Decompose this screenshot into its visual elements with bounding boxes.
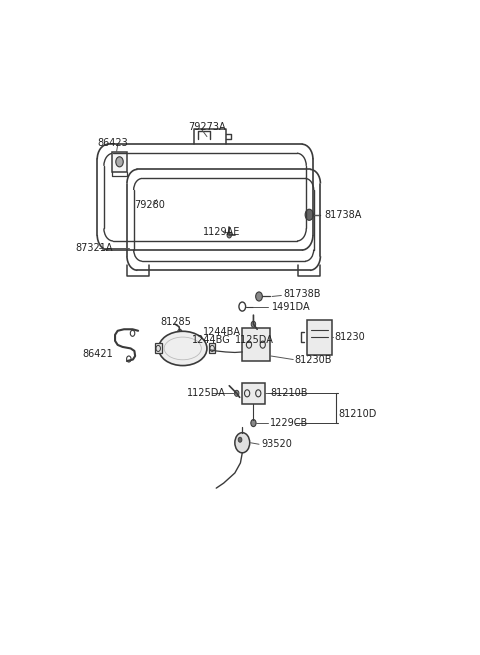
Ellipse shape <box>158 331 207 365</box>
Circle shape <box>238 437 242 442</box>
FancyBboxPatch shape <box>209 343 216 354</box>
Text: 1125DA: 1125DA <box>186 388 225 398</box>
Text: 1491DA: 1491DA <box>272 301 311 312</box>
Text: 79280: 79280 <box>134 200 165 210</box>
Circle shape <box>251 420 256 426</box>
Text: 81738A: 81738A <box>324 210 361 220</box>
Text: 79273A: 79273A <box>188 122 226 132</box>
Text: 1244BA: 1244BA <box>203 327 241 337</box>
Text: 93520: 93520 <box>261 440 292 449</box>
Circle shape <box>235 433 250 453</box>
Text: 81210D: 81210D <box>338 409 377 419</box>
Circle shape <box>256 292 263 301</box>
Circle shape <box>178 329 182 335</box>
Text: 81285: 81285 <box>160 317 192 327</box>
FancyBboxPatch shape <box>307 320 332 355</box>
Circle shape <box>116 157 123 167</box>
Text: 1229CB: 1229CB <box>270 418 309 428</box>
Text: 81210B: 81210B <box>270 388 308 398</box>
Text: 1244BG: 1244BG <box>192 335 231 345</box>
Circle shape <box>234 390 239 396</box>
FancyBboxPatch shape <box>112 152 127 172</box>
Text: 81230B: 81230B <box>294 354 332 365</box>
Circle shape <box>251 321 256 328</box>
Text: 86423: 86423 <box>97 138 128 148</box>
Text: 81230: 81230 <box>335 332 365 343</box>
Text: 86421: 86421 <box>83 350 113 360</box>
FancyBboxPatch shape <box>242 383 264 404</box>
Text: 1129AE: 1129AE <box>203 227 240 237</box>
Text: 87321A: 87321A <box>75 242 112 253</box>
FancyBboxPatch shape <box>242 328 270 361</box>
Circle shape <box>305 209 313 220</box>
Circle shape <box>227 232 231 238</box>
FancyBboxPatch shape <box>155 343 162 354</box>
Text: 81738B: 81738B <box>283 290 321 299</box>
Text: 1125DA: 1125DA <box>235 335 274 345</box>
